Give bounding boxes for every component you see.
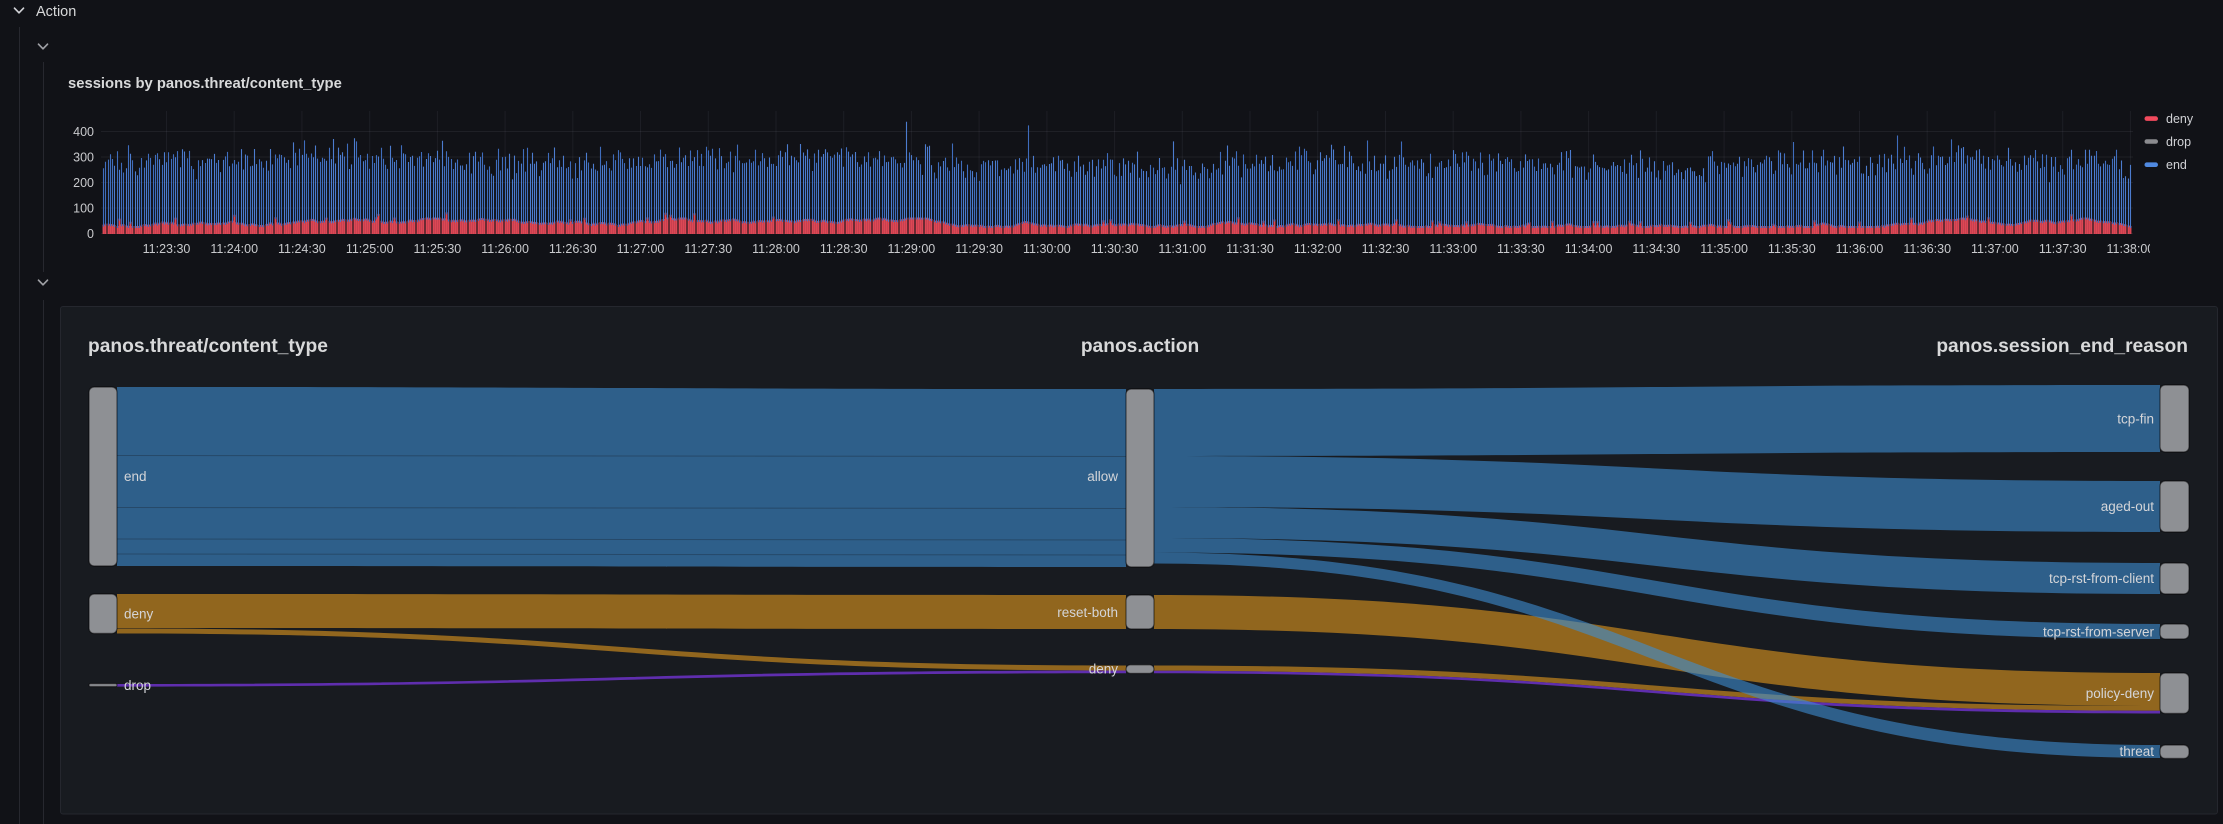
svg-text:Action: Action <box>36 4 76 20</box>
svg-text:100: 100 <box>73 202 94 216</box>
svg-text:300: 300 <box>73 151 94 165</box>
svg-text:11:31:00: 11:31:00 <box>1158 242 1206 256</box>
svg-text:allow: allow <box>1087 469 1118 484</box>
svg-text:11:32:30: 11:32:30 <box>1362 242 1410 256</box>
svg-text:11:32:00: 11:32:00 <box>1294 242 1342 256</box>
svg-text:11:26:30: 11:26:30 <box>549 242 597 256</box>
svg-text:11:30:00: 11:30:00 <box>1023 242 1071 256</box>
svg-text:11:34:00: 11:34:00 <box>1565 242 1613 256</box>
svg-text:aged-out: aged-out <box>2101 499 2155 514</box>
svg-text:11:37:30: 11:37:30 <box>2039 242 2087 256</box>
svg-text:end: end <box>2166 158 2187 172</box>
svg-text:11:23:30: 11:23:30 <box>143 242 191 256</box>
svg-text:drop: drop <box>124 678 151 693</box>
svg-text:policy-deny: policy-deny <box>2086 686 2155 701</box>
svg-text:panos.session_end_reason: panos.session_end_reason <box>1936 336 2188 357</box>
svg-text:11:31:30: 11:31:30 <box>1226 242 1274 256</box>
svg-text:reset-both: reset-both <box>1057 605 1118 620</box>
svg-text:11:27:30: 11:27:30 <box>684 242 732 256</box>
svg-text:11:26:00: 11:26:00 <box>481 242 529 256</box>
svg-text:threat: threat <box>2119 744 2154 759</box>
svg-text:panos.threat/content_type: panos.threat/content_type <box>88 336 328 357</box>
svg-text:drop: drop <box>2166 135 2191 149</box>
svg-text:deny: deny <box>2166 112 2194 126</box>
svg-text:11:34:30: 11:34:30 <box>1632 242 1680 256</box>
svg-text:11:33:00: 11:33:00 <box>1429 242 1477 256</box>
svg-text:11:28:30: 11:28:30 <box>820 242 868 256</box>
svg-text:sessions by panos.threat/conte: sessions by panos.threat/content_type <box>68 76 342 92</box>
svg-text:11:37:00: 11:37:00 <box>1971 242 2019 256</box>
svg-text:deny: deny <box>124 607 154 622</box>
svg-text:tcp-fin: tcp-fin <box>2117 412 2154 427</box>
svg-text:11:38:00: 11:38:00 <box>2107 242 2155 256</box>
svg-text:400: 400 <box>73 125 94 139</box>
svg-text:11:36:30: 11:36:30 <box>1903 242 1951 256</box>
svg-text:11:25:30: 11:25:30 <box>414 242 462 256</box>
svg-text:11:28:00: 11:28:00 <box>752 242 800 256</box>
svg-text:11:27:00: 11:27:00 <box>617 242 665 256</box>
svg-text:11:29:30: 11:29:30 <box>955 242 1003 256</box>
svg-text:end: end <box>124 469 147 484</box>
svg-text:11:24:30: 11:24:30 <box>278 242 326 256</box>
svg-text:200: 200 <box>73 176 94 190</box>
svg-text:tcp-rst-from-server: tcp-rst-from-server <box>2043 625 2155 640</box>
svg-text:0: 0 <box>87 227 94 241</box>
svg-text:11:36:00: 11:36:00 <box>1836 242 1884 256</box>
svg-text:11:29:00: 11:29:00 <box>888 242 936 256</box>
svg-text:11:25:00: 11:25:00 <box>346 242 394 256</box>
svg-text:11:33:30: 11:33:30 <box>1497 242 1545 256</box>
svg-text:11:30:30: 11:30:30 <box>1091 242 1139 256</box>
svg-text:tcp-rst-from-client: tcp-rst-from-client <box>2049 571 2154 586</box>
svg-text:11:24:00: 11:24:00 <box>210 242 258 256</box>
svg-text:11:35:30: 11:35:30 <box>1768 242 1816 256</box>
svg-text:deny: deny <box>1089 662 1119 677</box>
svg-text:11:35:00: 11:35:00 <box>1700 242 1748 256</box>
svg-text:panos.action: panos.action <box>1081 336 1199 357</box>
